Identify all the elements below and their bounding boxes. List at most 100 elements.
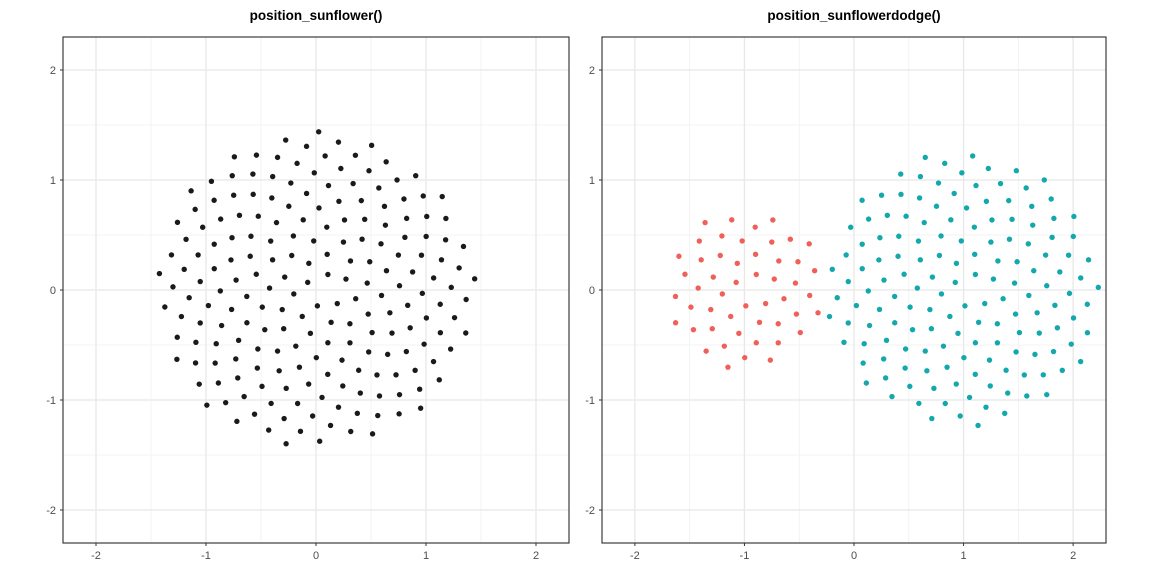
data-point xyxy=(236,212,243,218)
data-point xyxy=(293,343,299,349)
data-point xyxy=(235,337,242,343)
data-point xyxy=(354,410,361,416)
data-point xyxy=(250,171,256,177)
data-point xyxy=(340,383,346,389)
data-point xyxy=(222,399,229,406)
data-point xyxy=(963,205,970,211)
data-point xyxy=(834,295,840,301)
data-point xyxy=(988,239,994,245)
data-point xyxy=(251,411,258,417)
data-point xyxy=(286,203,292,209)
data-point xyxy=(688,304,694,310)
data-point xyxy=(756,319,763,325)
data-point xyxy=(969,153,976,159)
data-point xyxy=(324,224,330,230)
data-point xyxy=(199,224,206,230)
data-point xyxy=(1070,233,1076,240)
data-point xyxy=(922,348,928,354)
data-point xyxy=(938,233,944,239)
data-point xyxy=(847,224,854,230)
panel-border xyxy=(601,36,1107,544)
data-point xyxy=(1042,252,1049,258)
data-point xyxy=(281,415,287,422)
data-point xyxy=(936,252,943,259)
data-point xyxy=(1026,292,1032,299)
data-point xyxy=(866,322,873,329)
data-point xyxy=(183,236,189,243)
data-point xyxy=(181,266,187,273)
data-point xyxy=(703,348,709,354)
data-point xyxy=(188,188,194,194)
data-point xyxy=(168,252,175,258)
data-point xyxy=(1013,349,1019,355)
data-point xyxy=(1006,197,1012,204)
data-point xyxy=(951,190,957,197)
data-point xyxy=(174,219,181,225)
data-point xyxy=(186,295,192,301)
data-point xyxy=(928,326,935,332)
data-point xyxy=(357,390,364,396)
data-point xyxy=(367,259,373,265)
data-point xyxy=(325,371,331,378)
data-point xyxy=(228,257,234,263)
data-point xyxy=(381,203,388,209)
data-point xyxy=(929,415,935,422)
data-point xyxy=(843,252,849,258)
data-point xyxy=(471,276,478,282)
data-point xyxy=(762,300,769,307)
data-point xyxy=(316,438,323,444)
data-point xyxy=(793,311,800,317)
data-point xyxy=(294,400,301,407)
data-point xyxy=(378,292,385,299)
data-point xyxy=(717,252,723,259)
data-point xyxy=(419,290,426,297)
data-point xyxy=(1068,341,1074,347)
data-point xyxy=(375,412,381,419)
data-point xyxy=(953,381,959,387)
data-point xyxy=(1051,215,1057,222)
plot-title: position_sunflower() xyxy=(249,8,383,23)
data-point xyxy=(958,238,964,244)
panel-border xyxy=(62,36,570,544)
data-point xyxy=(1030,222,1036,228)
data-point xyxy=(983,404,989,410)
data-point xyxy=(1059,367,1065,373)
data-point xyxy=(1013,168,1020,174)
data-point xyxy=(358,197,365,204)
data-point xyxy=(290,233,297,239)
data-point xyxy=(775,321,781,327)
data-point xyxy=(853,302,860,309)
data-point xyxy=(442,237,449,243)
data-point xyxy=(244,293,250,300)
data-point xyxy=(389,330,395,336)
data-point xyxy=(1024,393,1030,399)
data-point xyxy=(860,360,866,366)
data-point xyxy=(451,314,458,321)
data-point xyxy=(989,217,995,223)
x-axis-tick-label: 1 xyxy=(961,550,967,562)
data-point xyxy=(197,278,203,285)
plot-position-sunflowerdodge: -2 -1 0 1 2 -2 -1 0 1 2 position_sunflowerdodge() xyxy=(576,0,1152,576)
data-point xyxy=(424,213,430,220)
data-point xyxy=(174,356,180,362)
y-axis-tick-label: -2 xyxy=(585,505,595,517)
data-point xyxy=(283,137,289,143)
data-point xyxy=(1057,269,1063,275)
data-point xyxy=(698,257,704,263)
data-point xyxy=(739,238,745,244)
data-point xyxy=(437,301,443,307)
y-axis-tick-label: 1 xyxy=(50,175,56,187)
data-point xyxy=(247,253,253,259)
data-point xyxy=(1052,302,1058,308)
data-point xyxy=(347,340,353,346)
data-point xyxy=(376,393,383,399)
data-point xyxy=(1066,290,1073,297)
data-point xyxy=(795,259,801,265)
data-point xyxy=(341,217,348,223)
data-point xyxy=(1065,252,1072,258)
data-point xyxy=(311,170,317,176)
data-point xyxy=(845,320,851,326)
data-point xyxy=(924,368,930,374)
data-point xyxy=(423,233,429,240)
data-point xyxy=(382,222,389,228)
